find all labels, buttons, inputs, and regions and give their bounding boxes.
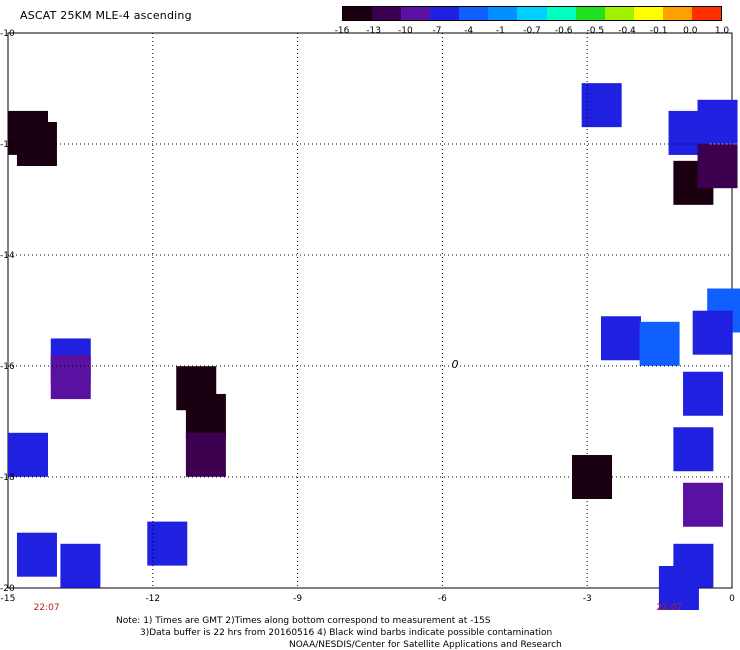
colorbar-segment (488, 7, 518, 20)
footer-line-1: Note: 1) Times are GMT 2)Times along bot… (116, 616, 491, 626)
footer-line-2: 3)Data buffer is 22 hrs from 20160516 4)… (140, 628, 553, 638)
colorbar-tick-label: -0.7 (523, 26, 541, 36)
colorbar-tick-label: 0.0 (683, 26, 698, 36)
footer-line-3: NOAA/NESDIS/Center for Satellite Applica… (289, 640, 562, 650)
x-tick-label: -9 (293, 594, 302, 604)
x-tick-label: 0 (729, 594, 735, 604)
colorbar-tick-label: -0.4 (618, 26, 636, 36)
wind-cell (50, 355, 91, 400)
wind-cell (600, 316, 641, 361)
colorbar-tick-label: -0.5 (586, 26, 605, 36)
grid-layer (8, 33, 732, 588)
x-tick-label: -15 (1, 594, 16, 604)
plot-frame (7, 32, 733, 589)
colorbar (342, 6, 722, 21)
wind-cell (697, 144, 738, 189)
wind-cell (683, 371, 724, 416)
wind-cell (581, 83, 622, 128)
colorbar-segment (459, 7, 489, 20)
wind-cell (60, 543, 101, 588)
y-tick-label: -20 (0, 584, 15, 594)
colorbar-segment (343, 7, 373, 20)
colorbar-segment (633, 7, 663, 20)
colorbar-segment (662, 7, 692, 20)
cells-layer (8, 83, 740, 610)
wind-cell (16, 532, 57, 577)
wind-cell (697, 99, 738, 144)
colorbar-segment (691, 7, 722, 20)
wind-cell (185, 432, 226, 477)
colorbar-segment (604, 7, 634, 20)
y-tick-label: -12 (0, 140, 15, 150)
colorbar-tick-label: -0.6 (554, 26, 573, 36)
x-tick-label: -12 (145, 594, 160, 604)
wind-cell (185, 393, 226, 438)
center-marker: 0 (452, 358, 459, 371)
colorbar-tick-label: -1 (495, 26, 505, 36)
time-label: 22:07 (656, 603, 682, 613)
time-label: 22:07 (34, 603, 60, 613)
colorbar-tick-label: 1.0 (714, 26, 730, 36)
y-tick-label: -10 (0, 29, 15, 39)
colorbar-tick-label: -16 (334, 26, 350, 36)
wind-cell (673, 427, 714, 472)
wind-cell (147, 521, 188, 566)
y-tick-label: -18 (0, 473, 15, 483)
colorbar-segment (430, 7, 460, 20)
map-title: ASCAT 25KM MLE-4 ascending (20, 9, 192, 22)
colorbar-tick-label: -7 (432, 26, 442, 36)
x-tick-label: -3 (583, 594, 592, 604)
y-tick-label: -16 (0, 362, 15, 372)
wind-cell (8, 432, 48, 477)
colorbar-segment (575, 7, 605, 20)
colorbar-segment (401, 7, 431, 20)
x-tick-label: -6 (438, 594, 447, 604)
colorbar-tick-label: -13 (366, 26, 382, 36)
colorbar-tick-label: -0.1 (649, 26, 668, 36)
wind-cell (683, 482, 724, 527)
y-tick-label: -14 (0, 251, 15, 261)
wind-cell (658, 566, 699, 610)
colorbar-segment (517, 7, 547, 20)
colorbar-tick-label: -10 (397, 26, 413, 36)
colorbar-segment (372, 7, 402, 20)
wind-cell (692, 310, 733, 355)
colorbar-tick-label: -4 (464, 26, 474, 36)
colorbar-labels: -16 -13 -10 -7 -4 -1 -0.7 -0.6 -0.5 -0.4 -0.1 0.0 1.… (0, 26, 740, 38)
colorbar-segment (546, 7, 576, 20)
wind-cell (639, 321, 680, 366)
